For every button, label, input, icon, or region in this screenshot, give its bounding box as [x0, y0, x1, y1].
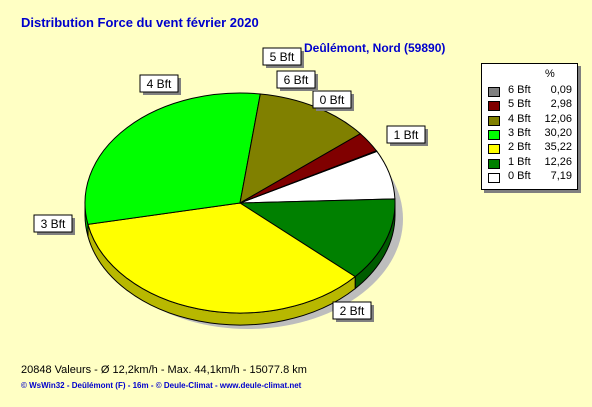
legend-entry: 2 Bft 35,22 — [488, 141, 574, 155]
legend-swatch — [488, 129, 500, 140]
chart-subtitle: Deûlémont, Nord (59890) — [304, 41, 446, 55]
slice-callout: 1 Bft — [386, 125, 428, 146]
legend-swatch — [488, 87, 500, 97]
legend-swatch — [488, 144, 500, 155]
legend-value: 2,98 — [550, 98, 572, 111]
legend-entry: 3 Bft 30,20 — [488, 127, 574, 141]
slice-callout: 0 Bft — [312, 90, 354, 111]
legend-entry: 5 Bft 2,98 — [488, 98, 574, 112]
legend-label: 0 Bft — [508, 169, 531, 182]
slice-label: 3 Bft — [41, 217, 66, 231]
legend-label: 3 Bft — [508, 126, 531, 139]
legend-label: 2 Bft — [508, 141, 531, 154]
slice-label: 4 Bft — [147, 77, 172, 91]
slice-label: 5 Bft — [270, 50, 295, 64]
legend-value: 30,20 — [544, 126, 572, 139]
legend-value: 12,06 — [544, 112, 572, 125]
slice-label: 2 Bft — [340, 304, 365, 318]
slice-callout: 6 Bft — [276, 70, 318, 91]
legend-swatch — [488, 172, 500, 183]
legend-entry: 6 Bft 0,09 — [488, 84, 574, 98]
legend-swatch — [488, 158, 500, 169]
slice-label: 1 Bft — [394, 128, 419, 142]
legend-label: 4 Bft — [508, 112, 531, 125]
legend: % 6 Bft 0,09 5 Bft 2,98 4 Bft 12,06 3 Bft 30,20… — [481, 63, 578, 190]
pie-slice — [239, 150, 378, 204]
slice-callout: 4 Bft — [139, 74, 181, 95]
slice-callout: 2 Bft — [332, 301, 374, 322]
legend-entry: 4 Bft 12,06 — [488, 113, 574, 127]
legend-swatch — [488, 115, 500, 126]
slice-label: 6 Bft — [284, 73, 309, 87]
legend-label: 6 Bft — [508, 84, 531, 96]
legend-entry: 0 Bft 7,19 — [488, 170, 574, 184]
pie-slice — [87, 202, 357, 314]
legend-label: 5 Bft — [508, 98, 531, 111]
pie-slice — [238, 198, 396, 278]
legend-label: 1 Bft — [508, 155, 531, 168]
legend-unit-header: % — [545, 68, 555, 80]
footer-credits: © WsWin32 - Deûlémont (F) - 16m - © Deul… — [21, 381, 302, 390]
legend-value: 35,22 — [544, 141, 572, 154]
pie-slice — [84, 92, 261, 225]
chart-title: Distribution Force du vent février 2020 — [21, 15, 259, 30]
legend-value: 0,09 — [550, 84, 572, 96]
slice-callout: 5 Bft — [262, 47, 304, 68]
legend-value: 12,26 — [544, 155, 572, 168]
footer-stats: 20848 Valeurs - Ø 12,2km/h - Max. 44,1km… — [21, 364, 307, 376]
legend-value: 7,19 — [550, 169, 572, 182]
legend-entry: 1 Bft 12,26 — [488, 156, 574, 170]
slice-label: 0 Bft — [320, 93, 345, 107]
slice-callout: 3 Bft — [33, 214, 75, 235]
legend-swatch — [488, 101, 500, 112]
